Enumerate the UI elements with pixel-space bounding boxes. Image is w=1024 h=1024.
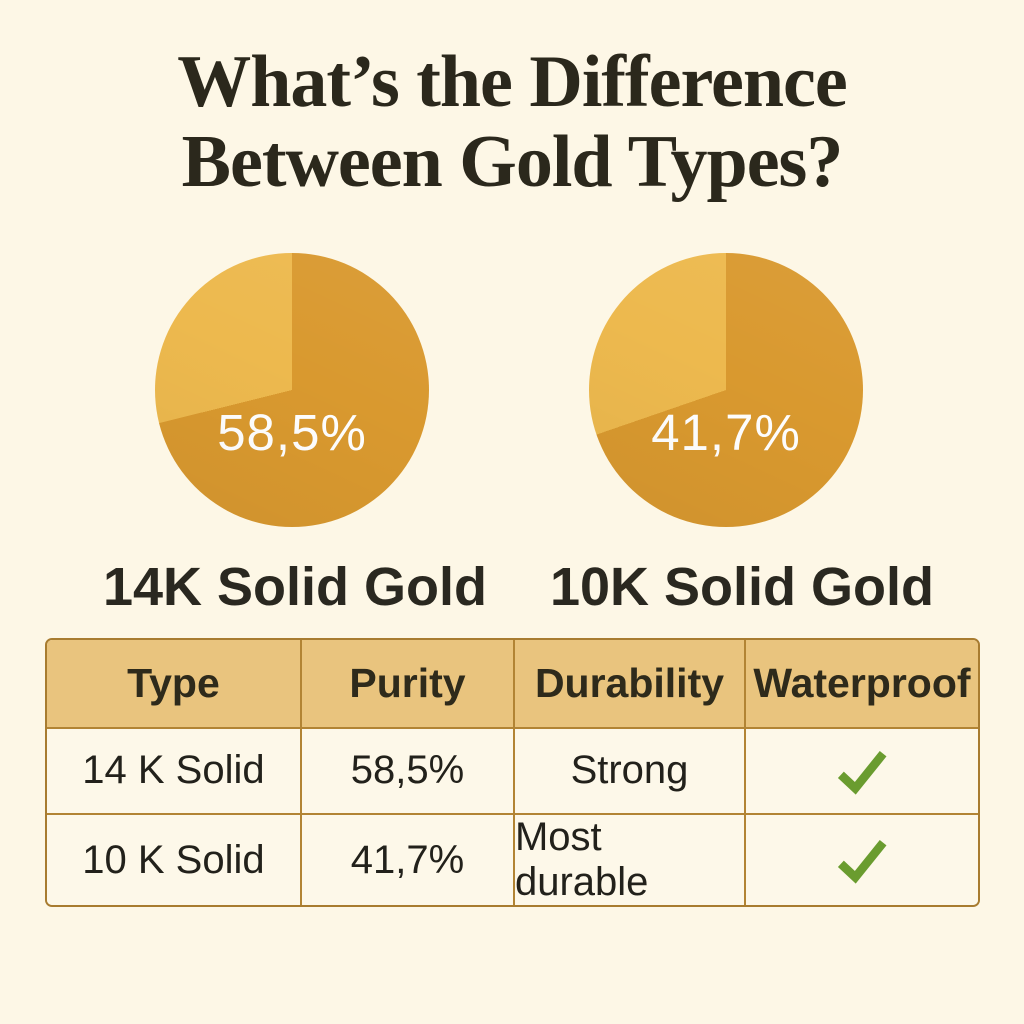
pie-10k-caption: 10K Solid Gold xyxy=(549,557,935,617)
table-row-14k-waterproof-cell xyxy=(744,726,978,813)
pie-chart-14k-gold: 58,5% xyxy=(155,253,429,527)
table-row-10k-durability: Most durable xyxy=(512,813,744,905)
table-row-10k-waterproof-cell xyxy=(744,813,978,905)
pie-14k-caption: 14K Solid Gold xyxy=(102,557,488,617)
comparison-table: Type Purity Durability Waterproof 14 K S… xyxy=(45,638,980,907)
page-title-line-2: Between Gold Types? xyxy=(181,121,844,203)
table-row-10k-type: 10 K Solid xyxy=(47,813,300,905)
table-row-14k-type: 14 K Solid xyxy=(47,726,300,813)
pie-14k-percentage-label: 58,5% xyxy=(217,404,367,461)
table-row-14k-purity: 58,5% xyxy=(299,726,513,813)
table-row-10k-purity: 41,7% xyxy=(299,813,513,905)
pie-10k-percentage-label: 41,7% xyxy=(651,404,801,461)
table-header-waterproof: Waterproof xyxy=(744,640,978,727)
checkmark-icon xyxy=(837,840,887,884)
pie-chart-10k-gold: 41,7% xyxy=(589,253,863,527)
page-title-line-1: What’s the Difference xyxy=(177,41,847,123)
checkmark-icon xyxy=(837,750,887,795)
table-header-purity: Purity xyxy=(299,640,513,727)
page-title: What’s the Difference Between Gold Types… xyxy=(0,42,1024,202)
table-header-type: Type xyxy=(47,640,300,727)
table-header-durability: Durability xyxy=(512,640,744,727)
table-row-14k-durability: Strong xyxy=(512,726,744,813)
